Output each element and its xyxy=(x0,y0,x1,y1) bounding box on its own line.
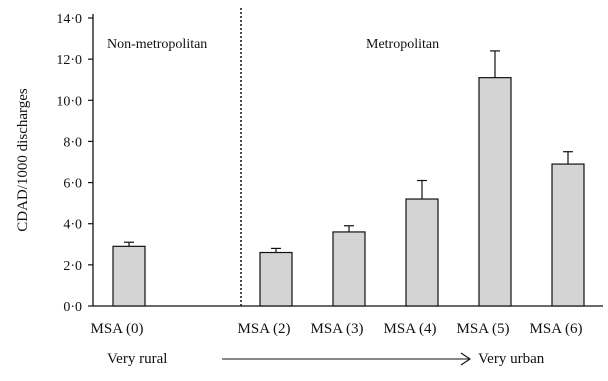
x-tick-label: MSA (2) xyxy=(238,321,291,337)
x-tick-label: MSA (3) xyxy=(311,321,364,337)
scale-arrow-head xyxy=(460,352,471,366)
x-tick-label: MSA (0) xyxy=(91,321,144,337)
bar xyxy=(551,163,585,307)
bar xyxy=(478,77,512,307)
y-axis-label: CDAD/1000 discharges xyxy=(15,88,31,232)
bar xyxy=(332,231,366,307)
y-tick-label: 6·0 xyxy=(63,177,82,192)
bars xyxy=(112,50,585,307)
y-tick-label: 0·0 xyxy=(63,300,82,315)
y-tick-label: 8·0 xyxy=(63,135,82,150)
y-tick-label: 2·0 xyxy=(63,259,82,274)
x-tick-label: MSA (4) xyxy=(384,321,437,337)
bar xyxy=(405,198,439,307)
bar xyxy=(259,251,293,307)
y-tick-label: 12·0 xyxy=(56,53,82,68)
scale-left-label: Very rural xyxy=(107,351,167,367)
y-tick-label: 4·0 xyxy=(63,218,82,233)
region-label-metro: Metropolitan xyxy=(366,37,439,52)
x-tick-label: MSA (6) xyxy=(530,321,583,337)
y-tick-label: 14·0 xyxy=(56,12,82,27)
y-tick-label: 10·0 xyxy=(56,94,82,109)
y-ticks: 0·0 2·0 4·0 6·0 8·0 10·0 12·0 14·0 xyxy=(56,12,93,315)
x-tick-label: MSA (5) xyxy=(457,321,510,337)
scale-right-label: Very urban xyxy=(478,351,545,367)
region-label-nonmetro: Non-metropolitan xyxy=(107,37,207,52)
bar xyxy=(112,245,146,307)
x-tick-labels: MSA (0) MSA (2) MSA (3) MSA (4) MSA (5) MSA (… xyxy=(91,321,583,337)
